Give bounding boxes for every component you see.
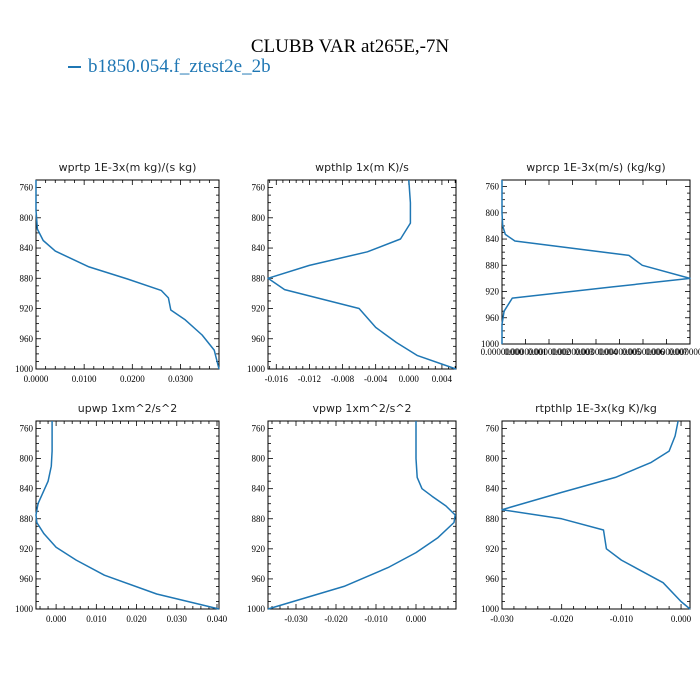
panel-6-title: rtpthlp 1E-3x(kg K)/kg bbox=[535, 402, 657, 415]
panel-3-ytick-label: 920 bbox=[486, 287, 500, 297]
panel-4-series-line bbox=[35, 421, 220, 610]
panel-3-xtick-label: 0.00000007 bbox=[645, 347, 688, 357]
panel-4-xtick-label: 0.010 bbox=[86, 614, 107, 624]
panel-3-ytick-label: 840 bbox=[486, 234, 500, 244]
panel-6-ytick-label: 1000 bbox=[481, 604, 500, 614]
panel-6-ytick-label: 760 bbox=[486, 424, 500, 434]
panel-6-ytick-label: 880 bbox=[486, 514, 500, 524]
panel-4-xtick-label: 0.000 bbox=[46, 614, 67, 624]
panel-5-xtick-label: -0.010 bbox=[364, 614, 388, 624]
panel-4-title: upwp 1xm^2/s^2 bbox=[78, 402, 178, 415]
panel-3-frame bbox=[501, 179, 691, 345]
panel-1-ytick-label: 800 bbox=[20, 213, 34, 223]
panel-2-xtick-label: -0.012 bbox=[298, 374, 321, 384]
panel-3-xtick-label: 0.00000006 bbox=[622, 347, 665, 357]
panel-6-ytick-label: 800 bbox=[486, 454, 500, 464]
legend-label: b1850.054.f_ztest2e_2b bbox=[88, 56, 271, 77]
panel-2-xtick-label: -0.008 bbox=[331, 374, 355, 384]
panel-5-ytick-label: 800 bbox=[252, 454, 266, 464]
panel-3-xtick-label: 0.00000001 bbox=[504, 347, 547, 357]
panel-5-frame bbox=[267, 420, 457, 610]
panel-5-xtick-label: 0.000 bbox=[406, 614, 427, 624]
panel-4-ytick-label: 760 bbox=[20, 424, 34, 434]
panel-2-xtick-label: -0.004 bbox=[364, 374, 388, 384]
panel-2-xtick-label: -0.016 bbox=[265, 374, 289, 384]
panel-2-ytick-label: 760 bbox=[252, 183, 266, 193]
panel-2-ytick-label: 840 bbox=[252, 243, 266, 253]
panel-6-series-line bbox=[501, 420, 691, 610]
panel-2-ytick-label: 880 bbox=[252, 273, 266, 283]
panel-4-ytick-label: 880 bbox=[20, 514, 34, 524]
panel-5-ytick-label: 960 bbox=[252, 574, 266, 584]
panel-5-ytick-label: 760 bbox=[252, 424, 266, 434]
panel-5-ytick-label: 840 bbox=[252, 484, 266, 494]
panel-1-xtick-label: 0.0100 bbox=[72, 374, 97, 384]
panel-4-xtick-label: 0.030 bbox=[167, 614, 188, 624]
panel-2-ytick-label: 920 bbox=[252, 304, 266, 314]
panel-3-xtick-label: 0.00000004 bbox=[575, 347, 618, 357]
panel-1-ytick-label: 840 bbox=[20, 243, 34, 253]
panel-1-series-line bbox=[35, 180, 220, 370]
panel-1-xtick-label: 0.0000 bbox=[24, 374, 49, 384]
panel-3-title: wprcp 1E-3x(m/s) (kg/kg) bbox=[526, 161, 665, 174]
panel-6-ytick-label: 840 bbox=[486, 484, 500, 494]
panel-2-frame bbox=[267, 179, 457, 370]
panel-1-title: wprtp 1E-3x(m kg)/(s kg) bbox=[59, 161, 197, 174]
panel-5-ytick-label: 1000 bbox=[247, 604, 266, 614]
panel-1-ytick-label: 920 bbox=[20, 304, 34, 314]
panel-4-frame bbox=[35, 420, 220, 610]
panel-3-xtick-label: 0.00000002 bbox=[528, 347, 571, 357]
panel-2-ytick-label: 960 bbox=[252, 334, 266, 344]
panel-3-ytick-label: 1000 bbox=[481, 339, 500, 349]
panel-3-xtick-label: 0.00000000 bbox=[481, 347, 524, 357]
panel-4-ytick-label: 800 bbox=[20, 454, 34, 464]
panel-3-xtick-label: 0.00000008 bbox=[669, 347, 700, 357]
panel-6-frame bbox=[501, 420, 691, 610]
legend-line-swatch bbox=[68, 66, 81, 68]
panel-1-frame bbox=[35, 179, 220, 370]
panel-3-series-line bbox=[501, 180, 691, 344]
panel-2-xtick-label: 0.004 bbox=[432, 374, 453, 384]
panel-4-ytick-label: 1000 bbox=[15, 604, 34, 614]
panel-2-xtick-label: 0.000 bbox=[399, 374, 420, 384]
panel-4-xtick-label: 0.040 bbox=[207, 614, 228, 624]
panel-5-title: vpwp 1xm^2/s^2 bbox=[312, 402, 411, 415]
panel-4-ytick-label: 840 bbox=[20, 484, 34, 494]
panel-1-ytick-label: 960 bbox=[20, 334, 34, 344]
panel-6-xtick-label: -0.030 bbox=[490, 614, 514, 624]
panel-6-xtick-label: -0.020 bbox=[550, 614, 574, 624]
panel-6-ytick-label: 960 bbox=[486, 574, 500, 584]
panel-4-ytick-label: 960 bbox=[20, 574, 34, 584]
panel-5-ytick-label: 880 bbox=[252, 514, 266, 524]
panel-3-ytick-label: 760 bbox=[486, 182, 500, 192]
panel-2-series-line bbox=[267, 179, 457, 370]
legend: b1850.054.f_ztest2e_2b bbox=[68, 56, 271, 78]
panel-4-ytick-label: 920 bbox=[20, 544, 34, 554]
panel-2-ytick-label: 1000 bbox=[247, 364, 266, 374]
panel-1-xtick-label: 0.0300 bbox=[168, 374, 193, 384]
panel-5-series-line bbox=[267, 421, 456, 610]
panel-3-xtick-label: 0.00000005 bbox=[598, 347, 641, 357]
panel-5-xtick-label: -0.030 bbox=[284, 614, 308, 624]
panel-1-ytick-label: 1000 bbox=[15, 364, 34, 374]
panel-6-ytick-label: 920 bbox=[486, 544, 500, 554]
panel-3-ytick-label: 960 bbox=[486, 313, 500, 323]
panel-1-ytick-label: 760 bbox=[20, 183, 34, 193]
panel-2-ytick-label: 800 bbox=[252, 213, 266, 223]
panel-4-xtick-label: 0.020 bbox=[126, 614, 147, 624]
panel-2-title: wpthlp 1x(m K)/s bbox=[315, 161, 409, 174]
panel-6-xtick-label: -0.010 bbox=[610, 614, 634, 624]
panel-5-xtick-label: -0.020 bbox=[324, 614, 348, 624]
panel-3-xtick-label: 0.00000003 bbox=[551, 347, 594, 357]
panel-5-ytick-label: 920 bbox=[252, 544, 266, 554]
panel-1-xtick-label: 0.0200 bbox=[120, 374, 145, 384]
figure-title: CLUBB VAR at265E,-7N bbox=[250, 36, 450, 57]
panel-6-xtick-label: 0.000 bbox=[671, 614, 692, 624]
panel-1-ytick-label: 880 bbox=[20, 273, 34, 283]
panel-3-ytick-label: 880 bbox=[486, 260, 500, 270]
panel-3-ytick-label: 800 bbox=[486, 208, 500, 218]
